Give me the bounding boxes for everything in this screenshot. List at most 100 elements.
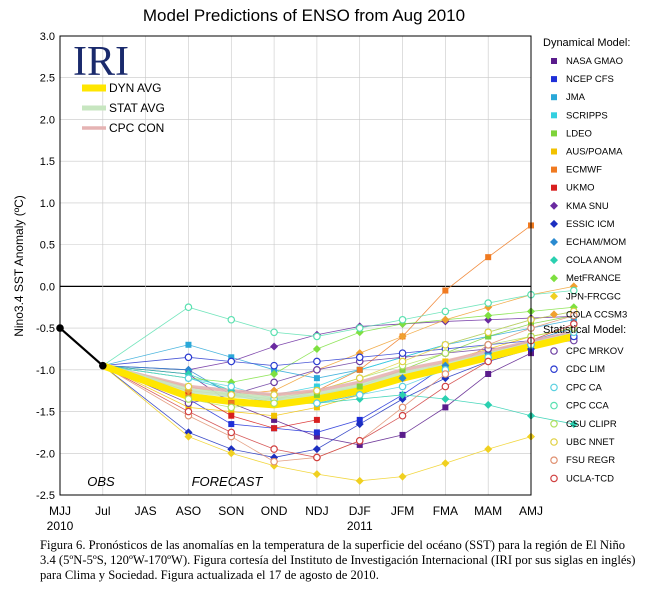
data-point [442, 404, 449, 411]
y-tick-label: -2.0 [36, 448, 55, 460]
data-point [484, 315, 493, 324]
data-point [312, 344, 321, 353]
data-point [484, 357, 492, 366]
data-point [228, 354, 235, 361]
legend-label: LDEO [566, 128, 592, 139]
data-point [484, 299, 492, 307]
legend-label: SCRIPPS [566, 110, 608, 121]
data-point [270, 399, 278, 408]
legend-label: JPN-FRCGC [566, 291, 621, 302]
data-point [442, 287, 449, 294]
data-point [398, 411, 407, 420]
data-point [270, 361, 278, 370]
legend-marker [550, 219, 558, 228]
year-label: 2011 [347, 519, 373, 533]
legend-label: STAT AVG [109, 101, 165, 115]
data-point [270, 445, 278, 453]
legend-label: CSU CLIPR [566, 419, 617, 430]
data-point [313, 383, 320, 390]
legend-marker [550, 419, 558, 428]
data-point [485, 254, 492, 261]
data-point [313, 375, 320, 382]
data-point [313, 391, 320, 398]
data-point [184, 353, 193, 362]
data-point [184, 407, 193, 416]
legend-marker [550, 274, 558, 283]
data-point [184, 365, 193, 374]
y-tick-label: 1.5 [40, 156, 55, 168]
data-point [355, 420, 364, 429]
data-point [312, 470, 321, 479]
data-point [185, 391, 192, 398]
x-tick-label: Jul [95, 504, 110, 518]
data-point [185, 404, 192, 411]
data-point [441, 315, 450, 324]
data-point [398, 395, 407, 404]
legend-label: NCEP CFS [566, 74, 614, 85]
legend-label: CPC CCA [566, 401, 609, 412]
data-point [228, 412, 235, 419]
data-point [313, 433, 320, 440]
x-tick-label: NDJ [305, 504, 328, 518]
data-point [441, 459, 450, 468]
legend-label: UBC NNET [566, 437, 615, 448]
legend-marker [550, 438, 558, 446]
data-point [484, 445, 493, 454]
data-point [485, 370, 492, 377]
legend-group-title: Statistical Model: [543, 324, 626, 336]
legend-label: FSU REGR [566, 455, 615, 466]
model-legend: Dynamical Model: NASA GMAO NCEP CFS JMA SCRI… [543, 37, 630, 484]
observed-line [59, 327, 104, 367]
data-point [484, 311, 493, 320]
data-point [442, 358, 449, 365]
legend-label: UCLA-TCD [566, 473, 614, 484]
data-point [228, 408, 235, 415]
legend-label: MetFRANCE [566, 273, 621, 284]
data-point [355, 374, 364, 382]
data-point [270, 342, 279, 351]
legend-marker [551, 130, 557, 137]
enso-chart: Model Predictions of ENSO from Aug 2010 … [12, 6, 630, 533]
legend-label: UKMO [566, 183, 595, 194]
data-point [271, 366, 278, 373]
legend-label: CPC MRKOV [566, 346, 624, 357]
legend-marker [550, 401, 558, 410]
data-point [270, 328, 278, 337]
data-point [570, 320, 578, 328]
data-point [227, 428, 236, 437]
data-point [399, 366, 406, 373]
legend-marker [550, 383, 558, 392]
legend-marker [550, 365, 558, 374]
legend-label: DYN AVG [109, 81, 161, 95]
data-point [441, 340, 450, 349]
y-tick-label: -2.5 [36, 490, 55, 502]
data-point [398, 357, 407, 366]
data-point [228, 400, 235, 407]
legend-marker [550, 201, 558, 210]
data-point [228, 421, 235, 428]
data-point [312, 445, 321, 454]
data-point [398, 403, 407, 412]
data-point [356, 366, 363, 373]
data-point [271, 416, 278, 423]
data-point [441, 370, 450, 378]
legend-marker [551, 58, 557, 64]
data-point [184, 428, 193, 437]
data-point [441, 307, 450, 316]
data-point [313, 416, 320, 423]
x-tick-label: OND [261, 504, 288, 518]
x-tick-label: MJJ [49, 504, 71, 518]
axis-labels: 3.0 2.5 2.0 1.5 1.0 0.5 0.0 -0.5 -1.0 -1.5 -2.0 -2.… [36, 31, 543, 533]
average-series-line [101, 333, 575, 409]
data-point [313, 366, 321, 374]
data-point [270, 457, 278, 466]
obs-annotation: OBS [87, 474, 115, 489]
x-tick-label: JFM [391, 504, 414, 518]
legend-marker [551, 94, 557, 101]
legend-label: KMA SNU [566, 201, 609, 212]
legend-label: COLA CCSM3 [566, 309, 627, 320]
y-tick-label: -0.5 [36, 323, 55, 335]
data-point [398, 315, 407, 324]
data-point [355, 476, 364, 485]
x-tick-label: FMA [433, 504, 458, 518]
